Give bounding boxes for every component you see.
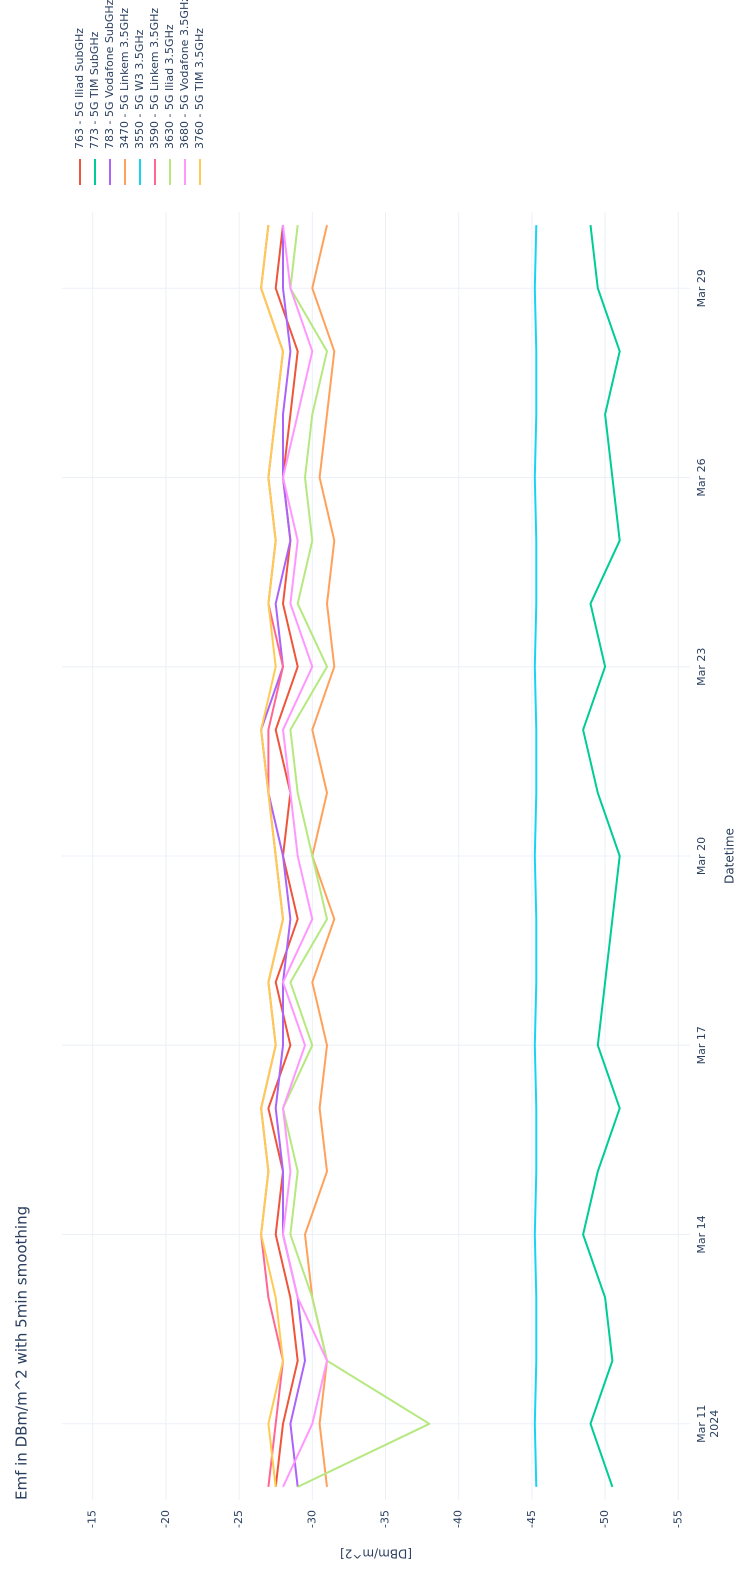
x-tick-label: Mar 29 xyxy=(695,269,708,307)
y-tick-label: -50 xyxy=(598,1510,611,1528)
series-line xyxy=(582,224,621,1488)
y-tick-label: -15 xyxy=(86,1510,99,1528)
series-line xyxy=(282,224,328,1488)
y-axis-title: [DBm/m^2] xyxy=(340,1547,412,1561)
x-tick-label: Mar 112024 xyxy=(695,1405,721,1443)
y-tick-label: -25 xyxy=(232,1510,245,1528)
chart-title: Emf in DBm/m^2 with 5min smoothing xyxy=(13,1206,31,1500)
legend-label: 3760 - 5G TIM 3.5GHz xyxy=(193,28,206,149)
y-tick-label: -40 xyxy=(452,1510,465,1528)
legend-label: 773 - 5G TIM SubGHz xyxy=(88,31,101,149)
y-tick-label: -35 xyxy=(379,1510,392,1528)
legend-label: 3550 - 5G W3 3.5GHz xyxy=(133,29,146,149)
legend-label: 3680 - 5G Vodafone 3.5GHz xyxy=(178,0,191,149)
legend-label: 3630 - 5G Iliad 3.5GHz xyxy=(163,24,176,149)
x-tick-label: Mar 26 xyxy=(695,458,708,496)
y-tick-label: -20 xyxy=(159,1510,172,1528)
x-tick-label: Mar 23 xyxy=(695,648,708,686)
x-axis-title: Datetime xyxy=(723,828,737,884)
y-tick-label: -45 xyxy=(525,1510,538,1528)
x-tick-label: Mar 17 xyxy=(695,1026,708,1064)
series-line xyxy=(282,224,431,1488)
rotated-chart: Emf in DBm/m^2 with 5min smoothing Datet… xyxy=(13,0,737,1561)
series-line xyxy=(260,224,284,1488)
legend-label: 3470 - 5G Linkem 3.5GHz xyxy=(118,8,131,149)
series-line xyxy=(533,225,538,1487)
y-tick-label: -30 xyxy=(305,1510,318,1528)
x-tick-label: Mar 14 xyxy=(695,1215,708,1253)
legend-label: 3590 - 5G Linkem 3.5GHz xyxy=(148,8,161,149)
legend-label: 763 - 5G Iliad SubGHz xyxy=(73,28,86,149)
x-tick-label: Mar 20 xyxy=(695,837,708,875)
y-tick-label: -55 xyxy=(671,1510,684,1528)
legend-label: 783 - 5G Vodafone SubGHz xyxy=(103,0,116,149)
